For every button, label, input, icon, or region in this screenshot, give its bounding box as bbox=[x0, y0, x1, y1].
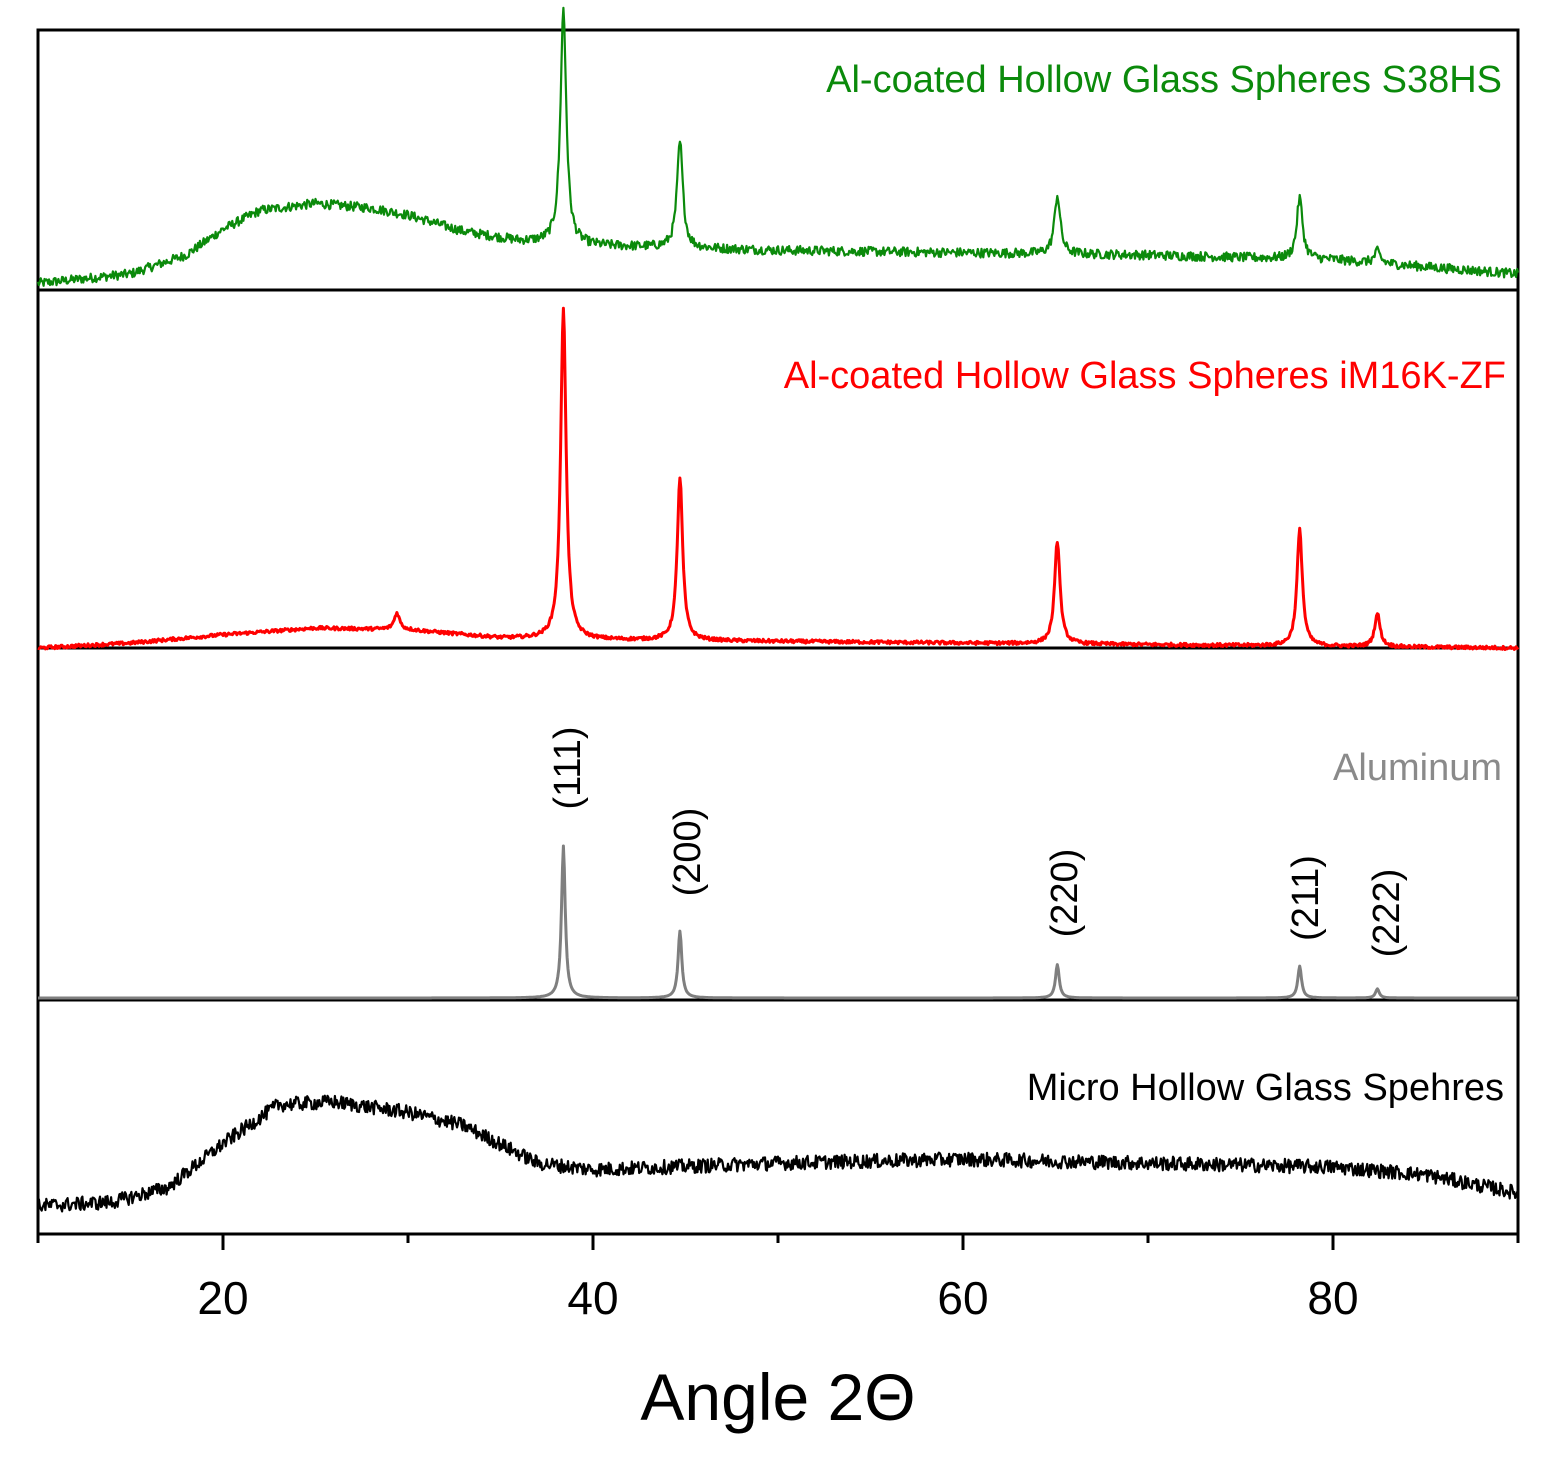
series-line-0 bbox=[36, 6, 1520, 287]
series-label-s38hs: Al-coated Hollow Glass Spheres S38HS bbox=[826, 59, 1502, 101]
series-traces bbox=[36, 6, 1520, 1213]
x-axis-title: Angle 2Θ bbox=[640, 1360, 915, 1434]
series-label-aluminum: Aluminum bbox=[1333, 747, 1502, 789]
series-line-1 bbox=[37, 306, 1520, 651]
peak-label-200: (200) bbox=[667, 808, 709, 897]
series-label-micro-hgs: Micro Hollow Glass Spehres bbox=[1027, 1067, 1504, 1109]
x-tick-label: 60 bbox=[937, 1272, 988, 1324]
series-line-2 bbox=[37, 844, 1519, 1000]
x-tick-label: 40 bbox=[567, 1272, 618, 1324]
x-axis-ticks: 20 40 60 80 bbox=[36, 1234, 1520, 1324]
peak-label-220: (220) bbox=[1044, 849, 1086, 938]
peak-label-111: (111) bbox=[547, 726, 589, 809]
series-label-im16k-zf: Al-coated Hollow Glass Spheres iM16K-ZF bbox=[784, 355, 1506, 397]
peak-label-222: (222) bbox=[1366, 869, 1408, 958]
peak-label-211: (211) bbox=[1285, 855, 1327, 941]
x-tick-label: 20 bbox=[197, 1272, 248, 1324]
series-line-3 bbox=[36, 1094, 1520, 1213]
x-tick-label: 80 bbox=[1307, 1272, 1358, 1324]
